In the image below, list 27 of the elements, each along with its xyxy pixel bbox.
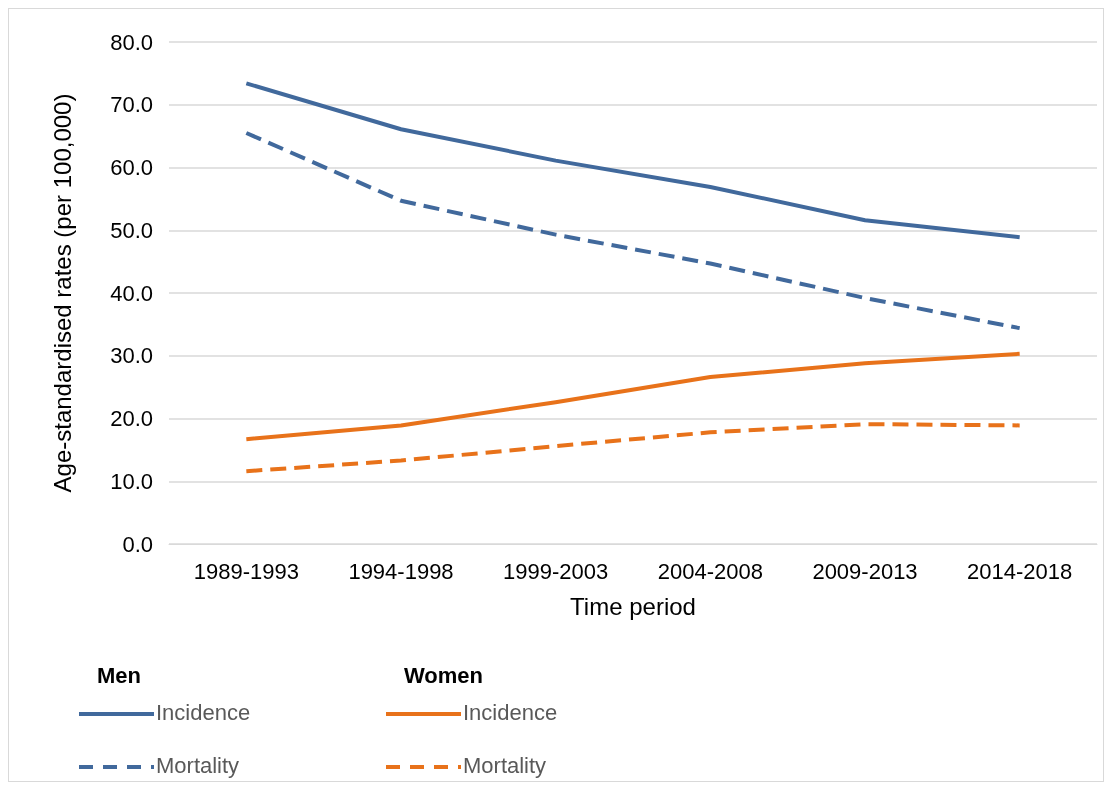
y-tick-label: 50.0 (110, 217, 153, 243)
text: Men (97, 662, 141, 688)
line-series (244, 130, 1022, 331)
line-series (244, 351, 1022, 442)
line-series (244, 81, 1022, 240)
y-tick-label: 70.0 (110, 92, 153, 118)
y-tick-label: 30.0 (110, 343, 153, 369)
y-tick-label: 40.0 (110, 280, 153, 306)
y-tick-label: 80.0 (110, 29, 153, 55)
x-tick-label: 1989-1993 (193, 558, 299, 584)
legend-label: Mortality (463, 752, 547, 778)
text: Women (404, 662, 484, 688)
legend-label: Incidence (156, 699, 251, 725)
x-tick-label: 1994-1998 (348, 558, 454, 584)
line-series (244, 422, 1022, 474)
y-tick-label: 60.0 (110, 155, 153, 180)
x-tick-label: 2009-2013 (812, 558, 918, 584)
x-tick-label: 2004-2008 (657, 558, 763, 584)
x-tick-label: 1999-2003 (503, 558, 609, 584)
legend-label: Incidence (463, 699, 558, 725)
y-tick-label: 0.0 (122, 531, 153, 557)
legend-label: Mortality (156, 752, 240, 778)
x-tick-label: 2014-2018 (967, 558, 1073, 584)
y-tick-label: 20.0 (110, 406, 153, 431)
y-tick-label: 10.0 (110, 468, 153, 494)
x-axis-title: Time period (570, 592, 696, 620)
y-axis-title: Age-standardised rates (per 100,000) (48, 93, 76, 493)
